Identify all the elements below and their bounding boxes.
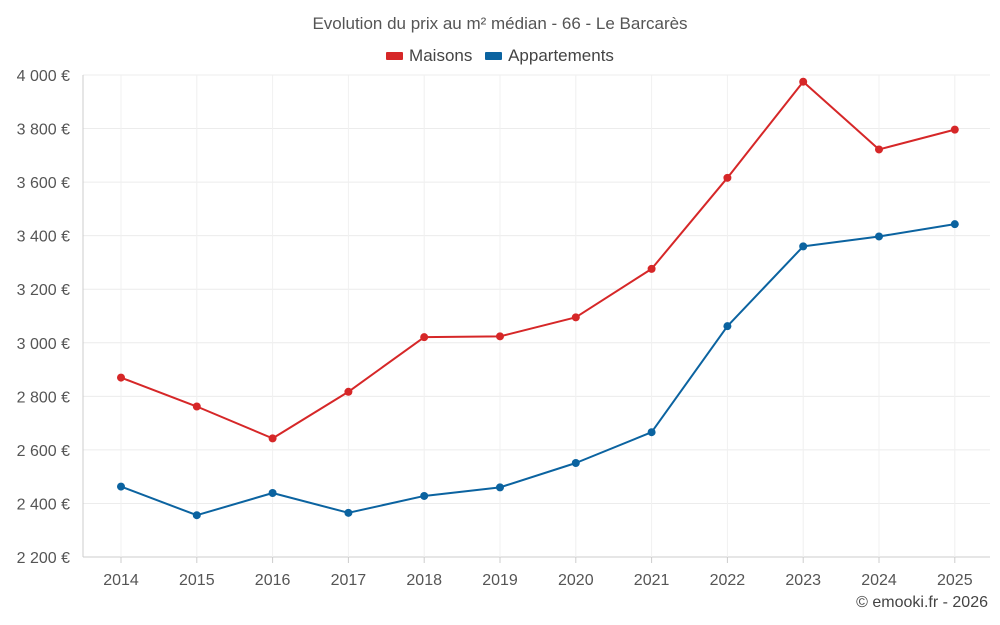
legend-swatch-maisons: [386, 52, 404, 60]
data-point-appartements-2021: [647, 428, 656, 437]
x-tick-label-2024: 2024: [861, 572, 897, 589]
data-point-maisons-2016: [268, 434, 277, 443]
data-point-appartements-2025: [950, 220, 959, 229]
x-tick-label-2021: 2021: [634, 572, 670, 589]
data-point-maisons-2017: [344, 387, 353, 396]
x-tick-label-2017: 2017: [331, 572, 367, 589]
y-tick-label-3000: 3 000 €: [17, 336, 70, 353]
legend-swatch-appartements: [485, 52, 503, 60]
legend-label-appartements: Appartements: [508, 46, 614, 65]
legend-item-appartements[interactable]: Appartements: [485, 46, 614, 66]
data-point-maisons-2025: [950, 125, 959, 134]
y-tick-label-3800: 3 800 €: [17, 122, 70, 139]
legend-label-maisons: Maisons: [409, 46, 473, 65]
y-tick-label-2800: 2 800 €: [17, 389, 70, 406]
y-tick-label-3600: 3 600 €: [17, 175, 70, 192]
legend-item-maisons[interactable]: Maisons: [386, 46, 472, 66]
chart-title: Evolution du prix au m² médian - 66 - Le…: [312, 14, 688, 33]
data-point-maisons-2023: [799, 77, 808, 86]
data-point-appartements-2017: [344, 508, 353, 517]
x-tick-label-2014: 2014: [103, 572, 139, 589]
x-tick-label-2019: 2019: [482, 572, 518, 589]
data-point-maisons-2015: [192, 402, 201, 411]
data-point-appartements-2016: [268, 489, 277, 498]
series-line-appartements: [120, 223, 955, 517]
data-point-maisons-2021: [647, 264, 656, 273]
data-point-maisons-2019: [496, 332, 504, 341]
x-tick-label-2023: 2023: [785, 572, 821, 589]
data-point-maisons-2018: [420, 333, 429, 342]
y-tick-label-3400: 3 400 €: [17, 229, 70, 246]
x-tick-label-2016: 2016: [255, 572, 291, 589]
series-line-maisons: [120, 80, 956, 440]
data-point-appartements-2018: [420, 491, 429, 500]
copyright-credit: © emooki.fr - 2026: [856, 594, 988, 611]
data-point-maisons-2014: [117, 373, 125, 382]
x-tick-label-2022: 2022: [710, 572, 746, 589]
data-point-appartements-2024: [875, 232, 883, 241]
y-tick-label-3200: 3 200 €: [17, 282, 70, 299]
x-tick-label-2025: 2025: [937, 572, 973, 589]
y-tick-label-4000: 4 000 €: [17, 68, 70, 85]
data-point-appartements-2023: [799, 242, 808, 251]
data-point-maisons-2022: [723, 173, 732, 182]
data-point-appartements-2019: [496, 483, 504, 492]
data-point-appartements-2020: [571, 459, 580, 468]
chart-legend: Maisons Appartements: [0, 45, 1000, 66]
y-tick-label-2600: 2 600 €: [17, 443, 70, 460]
data-point-appartements-2015: [192, 511, 201, 520]
x-tick-label-2015: 2015: [179, 572, 215, 589]
x-tick-label-2020: 2020: [558, 572, 594, 589]
data-point-appartements-2022: [723, 322, 732, 331]
y-tick-label-2200: 2 200 €: [17, 550, 70, 567]
data-point-maisons-2024: [875, 145, 883, 154]
x-tick-label-2018: 2018: [406, 572, 442, 589]
data-point-appartements-2014: [117, 482, 125, 491]
data-point-maisons-2020: [571, 313, 580, 322]
y-tick-label-2400: 2 400 €: [17, 496, 70, 513]
